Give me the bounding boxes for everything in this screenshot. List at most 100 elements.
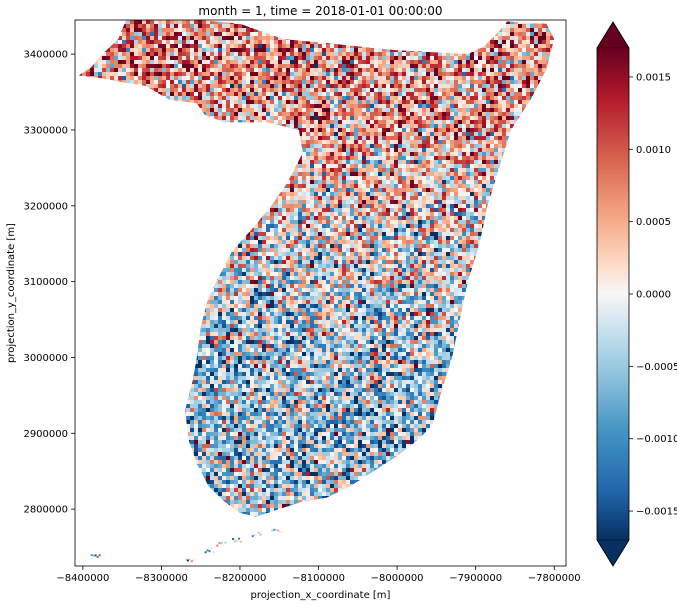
heatmap-cell [154,52,158,56]
heatmap-cell [474,144,478,148]
heatmap-cell [478,120,482,124]
heatmap-cell [346,52,350,56]
heatmap-cell [378,96,382,100]
heatmap-cell [118,68,122,72]
heatmap-cell [298,84,302,88]
heatmap-cell [178,68,182,72]
heatmap-cell [546,32,550,36]
heatmap-cell [398,80,402,84]
heatmap-cell [394,88,398,92]
heatmap-cell [354,72,358,76]
heatmap-cell [394,116,398,120]
heatmap-cell [366,96,370,100]
heatmap-cell [438,72,442,76]
heatmap-cell [442,152,446,156]
heatmap-cell [242,56,246,60]
heatmap-cell [534,68,538,72]
heatmap-cell [410,152,414,156]
heatmap-cell [386,128,390,132]
heatmap-cell [434,76,438,80]
heatmap-cell [106,76,110,80]
heatmap-cell [430,144,434,148]
heatmap-cell [410,140,414,144]
heatmap-cell [490,152,494,156]
heatmap-cell [98,56,102,60]
heatmap-cell [426,68,430,72]
heatmap-cell [302,52,306,56]
heatmap-cell [526,32,530,36]
heatmap-cell [130,40,134,44]
heatmap-cell [470,88,474,92]
heatmap-cell [470,124,474,128]
heatmap-cell [454,144,458,148]
heatmap-cell [318,152,322,156]
heatmap-cell [546,60,550,64]
heatmap-cell [234,52,238,56]
heatmap-cell [274,120,278,124]
heatmap-cell [314,64,318,68]
heatmap-cell [174,20,178,24]
heatmap-cell [330,68,334,72]
heatmap-cell [230,32,234,36]
heatmap-cell [298,68,302,72]
heatmap-cell [154,72,158,76]
heatmap-cell [166,84,170,88]
heatmap-cell [358,68,362,72]
heatmap-cell [390,92,394,96]
heatmap-cell [354,80,358,84]
heatmap-cell [378,56,382,60]
heatmap-cell [434,160,438,164]
heatmap-cell [174,40,178,44]
heatmap-cell [466,80,470,84]
heatmap-cell [382,148,386,152]
heatmap-cell [386,112,390,116]
heatmap-cell [226,24,230,28]
heatmap-cell [226,104,230,108]
heatmap-cell [354,112,358,116]
heatmap-cell [506,96,510,100]
heatmap-cell [370,52,374,56]
heatmap-cell [414,68,418,72]
heatmap-cell [382,100,386,104]
heatmap-cell [314,184,318,188]
heatmap-cell [482,60,486,64]
heatmap-cell [138,20,142,24]
heatmap-cell [410,136,414,140]
heatmap-cell [530,68,534,72]
heatmap-cell [462,164,466,168]
heatmap-cell [498,144,502,148]
heatmap-cell [522,72,526,76]
heatmap-cell [346,132,350,136]
heatmap-cell [378,120,382,124]
heatmap-cell [394,144,398,148]
heatmap-cell [522,100,526,104]
heatmap-cell [146,72,150,76]
heatmap-cell [146,20,150,24]
heatmap-cell [310,104,314,108]
heatmap-cell [286,116,290,120]
heatmap-cell [202,52,206,56]
heatmap-cell [490,140,494,144]
heatmap-cell [486,68,490,72]
heatmap-cell [138,64,142,68]
heatmap-cell [438,96,442,100]
heatmap-cell [466,140,470,144]
heatmap-cell [178,72,182,76]
heatmap-cell [358,60,362,64]
heatmap-cell [362,168,366,172]
heatmap-cell [378,136,382,140]
heatmap-cell [414,112,418,116]
heatmap-cell [466,96,470,100]
heatmap-cell [286,88,290,92]
heatmap-cell [202,104,206,108]
heatmap-cell [342,76,346,80]
heatmap-cell [414,88,418,92]
heatmap-cell [298,184,302,188]
heatmap-cell [418,172,422,176]
heatmap-cell [462,96,466,100]
heatmap-cell [186,80,190,84]
heatmap-cell [374,164,378,168]
heatmap-cell [266,108,270,112]
heatmap-cell [478,104,482,108]
heatmap-cell [234,92,238,96]
